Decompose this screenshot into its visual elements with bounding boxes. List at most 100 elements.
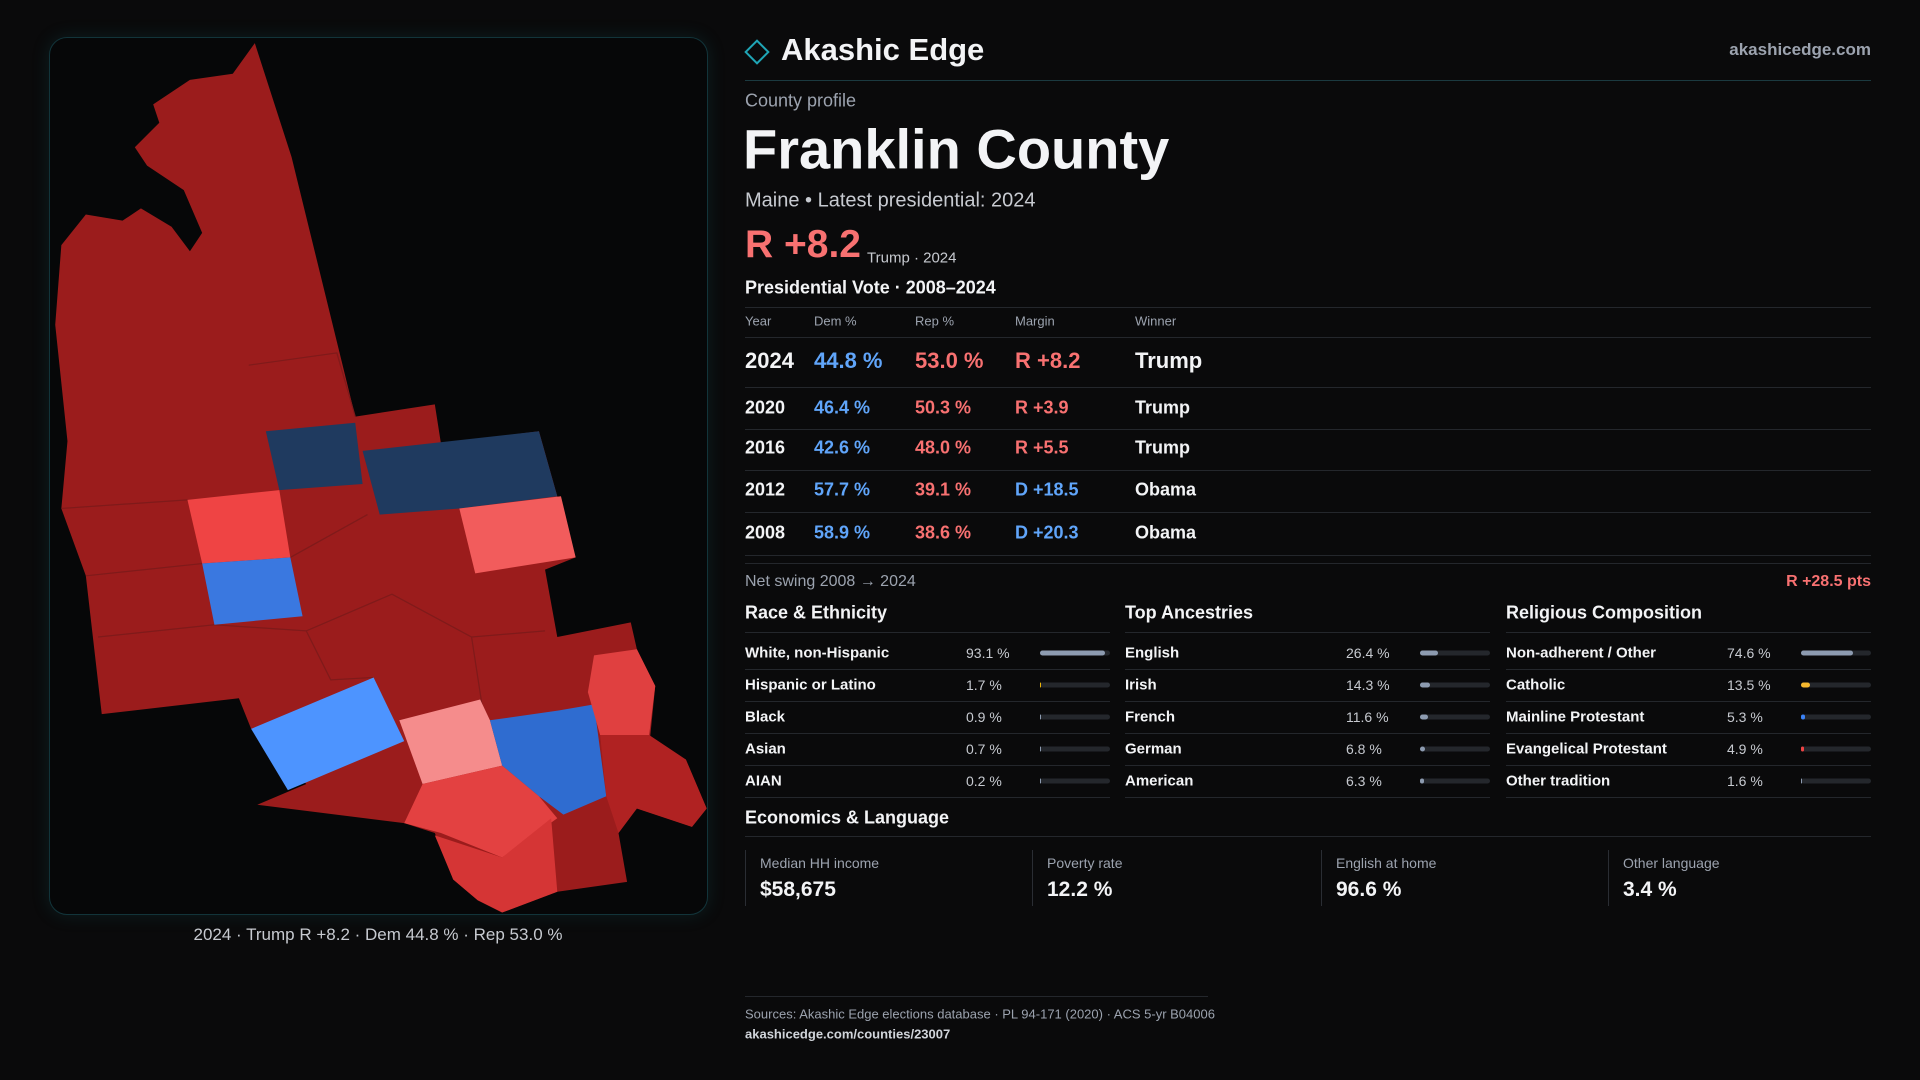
- column-header: Rep %: [915, 313, 955, 329]
- stat-label: Other language: [1623, 855, 1720, 871]
- item-rule: [1506, 733, 1871, 734]
- row-rule: [745, 555, 1871, 556]
- bar: [1040, 714, 1041, 720]
- item-value: 0.2 %: [966, 773, 1002, 789]
- header-rule: [745, 80, 1871, 81]
- bar: [1420, 714, 1429, 720]
- bar-track: [1040, 650, 1110, 656]
- bar-track: [1420, 682, 1490, 688]
- row-rule: [745, 307, 1871, 308]
- map-region: [587, 649, 656, 735]
- logo-icon: [744, 39, 770, 65]
- margin-note: Trump · 2024: [867, 249, 957, 267]
- column-header: Margin: [1015, 313, 1055, 329]
- row-rule: [745, 512, 1871, 513]
- rep-share: 50.3 %: [915, 397, 972, 418]
- item-rule: [1125, 733, 1490, 734]
- margin: R +3.9: [1015, 397, 1069, 418]
- bar: [1420, 682, 1430, 688]
- item-rule: [1125, 669, 1490, 670]
- item-name: Mainline Protestant: [1506, 708, 1645, 726]
- map-region: [489, 704, 607, 815]
- stat-value: 3.4 %: [1623, 878, 1677, 901]
- year: 2020: [745, 397, 786, 418]
- map-region: [202, 557, 303, 625]
- item-rule: [745, 701, 1110, 702]
- row-rule: [745, 337, 1871, 338]
- bar: [1420, 778, 1425, 784]
- item-name: Asian: [745, 740, 786, 758]
- stat-label: Poverty rate: [1047, 855, 1123, 871]
- section-rule: [1506, 632, 1871, 633]
- bar-track: [1040, 746, 1110, 752]
- bar-track: [1420, 714, 1490, 720]
- item-value: 6.8 %: [1346, 741, 1382, 757]
- bar-track: [1040, 778, 1110, 784]
- map-region: [434, 818, 558, 913]
- map-region: [362, 431, 558, 515]
- item-name: White, non-Hispanic: [745, 644, 890, 662]
- item-value: 13.5 %: [1727, 677, 1771, 693]
- bar-track: [1801, 682, 1871, 688]
- section-title: Top Ancestries: [1125, 602, 1254, 623]
- stat-value: 12.2 %: [1047, 878, 1113, 901]
- map-borders: [61, 352, 546, 717]
- bar: [1801, 650, 1854, 656]
- bar-track: [1420, 650, 1490, 656]
- bar-track: [1040, 714, 1110, 720]
- item-rule: [745, 797, 1110, 798]
- dem-share: 42.6 %: [814, 437, 871, 458]
- county-map: [55, 43, 707, 913]
- column-header: Winner: [1135, 313, 1177, 329]
- bar-track: [1801, 746, 1871, 752]
- item-rule: [1506, 669, 1871, 670]
- dem-share: 58.9 %: [814, 522, 871, 543]
- site-link[interactable]: akashicedge.com: [1729, 40, 1871, 59]
- item-name: French: [1125, 708, 1176, 726]
- margin: R +5.5: [1015, 437, 1069, 458]
- item-name: German: [1125, 740, 1182, 758]
- map-region: [187, 490, 291, 564]
- sources: Sources: Akashic Edge elections database…: [745, 1006, 1215, 1022]
- kicker: County profile: [745, 90, 857, 111]
- bar: [1801, 682, 1811, 688]
- winner: Obama: [1135, 479, 1197, 500]
- bar: [1801, 778, 1803, 784]
- rep-share: 39.1 %: [915, 479, 972, 500]
- item-value: 26.4 %: [1346, 645, 1390, 661]
- item-value: 74.6 %: [1727, 645, 1771, 661]
- item-value: 14.3 %: [1346, 677, 1390, 693]
- item-rule: [1125, 797, 1490, 798]
- column-header: Year: [745, 313, 772, 329]
- rep-share: 53.0 %: [915, 348, 984, 373]
- map-region: [265, 422, 363, 491]
- bar-track: [1801, 778, 1871, 784]
- item-value: 1.6 %: [1727, 773, 1763, 789]
- page-url[interactable]: akashicedge.com/counties/23007: [745, 1026, 951, 1042]
- stat-card: English at home 96.6 %: [1321, 850, 1608, 906]
- dem-share: 44.8 %: [814, 348, 883, 373]
- section-title: Religious Composition: [1506, 602, 1702, 623]
- bar: [1040, 650, 1106, 656]
- map-region: [600, 734, 707, 833]
- bar: [1801, 714, 1805, 720]
- column-header: Dem %: [814, 313, 857, 329]
- item-value: 0.9 %: [966, 709, 1002, 725]
- map-region: [404, 765, 558, 858]
- map-caption: 2024 · Trump R +8.2 · Dem 44.8 % · Rep 5…: [193, 925, 563, 944]
- item-rule: [1506, 701, 1871, 702]
- swing-label: Net swing 2008 → 2024: [745, 573, 916, 590]
- item-value: 1.7 %: [966, 677, 1002, 693]
- winner: Trump: [1135, 348, 1203, 373]
- margin: D +18.5: [1015, 479, 1079, 500]
- stat-card: Median HH income $58,675: [745, 850, 1032, 906]
- rep-share: 38.6 %: [915, 522, 972, 543]
- item-name: English: [1125, 644, 1180, 662]
- row-rule: [745, 429, 1871, 430]
- year: 2008: [745, 522, 786, 543]
- footer-rule: [745, 996, 1208, 997]
- dem-share: 57.7 %: [814, 479, 871, 500]
- item-name: Hispanic or Latino: [745, 676, 876, 694]
- bar-track: [1801, 650, 1871, 656]
